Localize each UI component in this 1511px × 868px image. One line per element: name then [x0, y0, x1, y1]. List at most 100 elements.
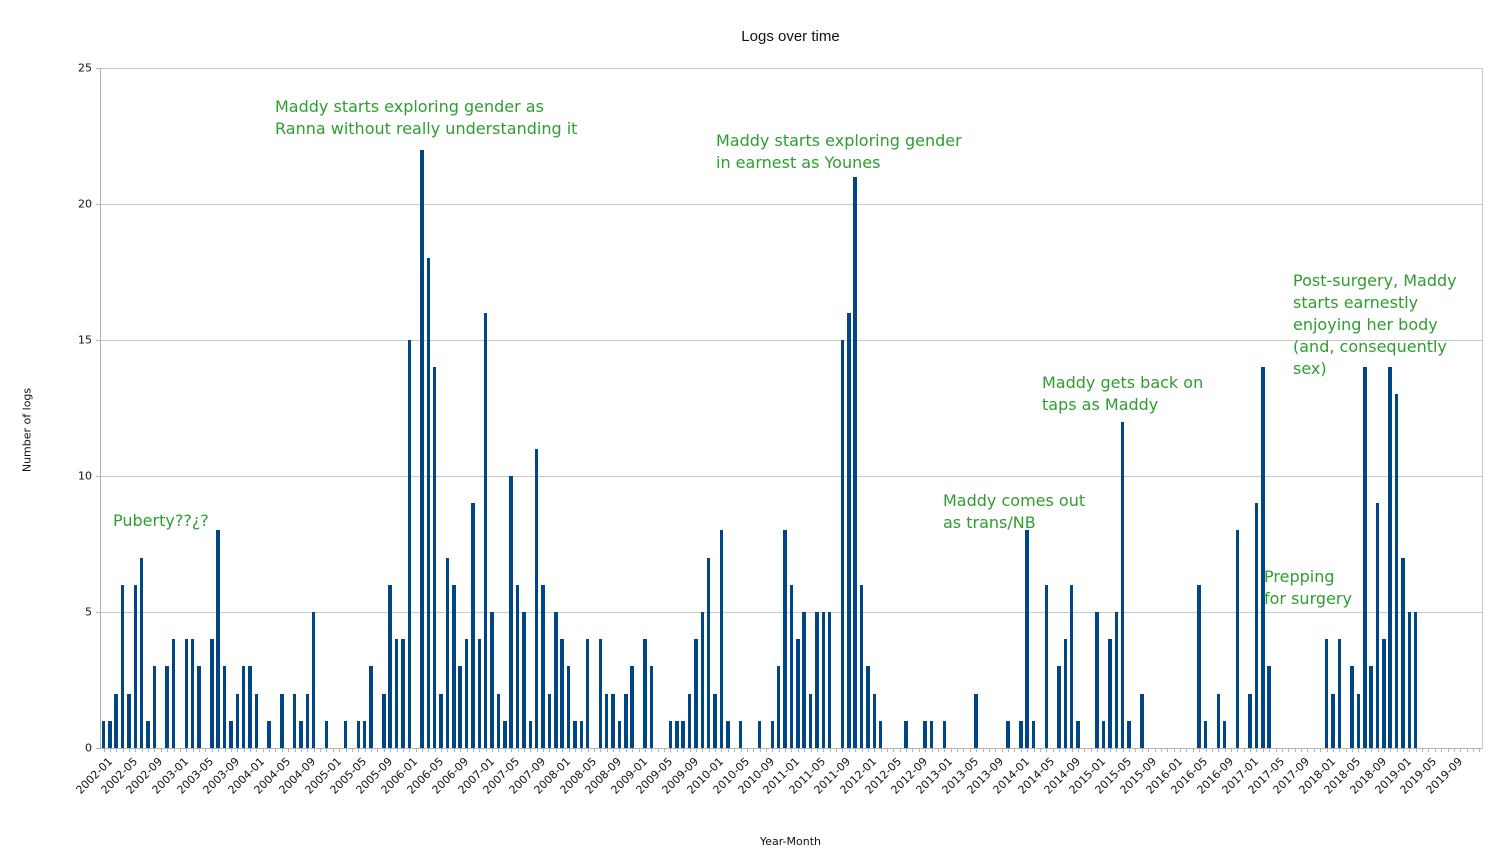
bar-2016-08 [1216, 693, 1220, 748]
x-tick-mark [358, 748, 360, 752]
x-tick-mark [1473, 748, 1475, 752]
x-tick-mark [288, 748, 290, 752]
x-tick-mark [364, 748, 366, 752]
x-tick-mark [1090, 748, 1092, 752]
x-tick-mark [135, 748, 137, 752]
x-tick-mark [1422, 748, 1424, 752]
x-tick-mark [1109, 748, 1111, 752]
x-tick-mark [485, 748, 487, 752]
x-tick-mark [1097, 748, 1099, 752]
x-tick-mark [536, 748, 538, 752]
bar-2009-02 [643, 639, 647, 748]
bar-2015-02 [1101, 720, 1106, 748]
bar-2019-02 [1407, 612, 1412, 748]
bar-2007-05 [509, 476, 513, 748]
y-axis-title: Number of logs [20, 387, 34, 473]
x-tick-mark [447, 748, 449, 752]
x-tick-mark [1046, 748, 1048, 752]
x-tick-mark [211, 748, 213, 752]
bar-2015-08 [1140, 693, 1144, 748]
x-tick-mark [918, 748, 920, 752]
x-tick-mark [644, 748, 646, 752]
x-tick-mark [1205, 748, 1207, 752]
bar-2007-01 [483, 312, 488, 748]
x-tick-mark [1160, 748, 1162, 752]
x-tick-mark [931, 748, 933, 752]
x-tick-mark [122, 748, 124, 752]
x-tick-mark [664, 748, 666, 752]
bar-2007-02 [490, 612, 494, 748]
x-tick-mark [148, 748, 150, 752]
x-tick-mark [1447, 748, 1449, 752]
y-tick-mark [96, 203, 100, 205]
x-tick-mark [1358, 748, 1360, 752]
bar-2007-03 [496, 693, 501, 748]
x-tick-mark [383, 748, 385, 752]
bar-2011-09 [840, 340, 845, 748]
bar-2005-10 [388, 584, 392, 748]
bar-2002-05 [127, 693, 131, 748]
x-tick-mark [128, 748, 130, 752]
bar-2016-05 [1197, 584, 1201, 748]
x-tick-mark [530, 748, 532, 752]
bar-2012-01 [866, 666, 870, 748]
x-tick-mark [1415, 748, 1417, 752]
x-tick-mark [262, 748, 264, 752]
x-tick-mark [746, 748, 748, 752]
y-gridline-10 [101, 475, 1482, 477]
bar-2008-07 [598, 639, 603, 748]
x-tick-mark [638, 748, 640, 752]
x-tick-mark [1460, 748, 1462, 752]
bar-2002-06 [133, 584, 138, 748]
x-tick-mark [1071, 748, 1073, 752]
bar-2019-03 [1413, 612, 1418, 748]
x-tick-mark [517, 748, 519, 752]
x-tick-mark [243, 748, 245, 752]
bar-2009-03 [649, 666, 654, 748]
x-tick-mark [256, 748, 258, 752]
x-tick-mark [1078, 748, 1080, 752]
x-tick-mark [906, 748, 908, 752]
bar-2017-04 [1267, 666, 1271, 748]
bar-2016-06 [1203, 720, 1208, 748]
x-tick-mark [1237, 748, 1239, 752]
x-tick-mark [275, 748, 277, 752]
x-tick-mark [1434, 748, 1436, 752]
bar-2007-04 [503, 720, 507, 748]
x-tick-mark [339, 748, 341, 752]
bar-2009-07 [675, 720, 679, 748]
x-tick-mark [511, 748, 513, 752]
bar-2009-09 [687, 693, 692, 748]
x-tick-mark [218, 748, 220, 752]
x-tick-mark [867, 748, 869, 752]
bar-2018-11 [1388, 367, 1392, 748]
x-tick-mark [1383, 748, 1385, 752]
bar-2014-02 [1025, 530, 1029, 748]
x-tick-mark [1364, 748, 1366, 752]
bar-2005-03 [343, 720, 348, 748]
x-tick-mark [1218, 748, 1220, 752]
bar-2004-08 [299, 720, 303, 748]
bar-2008-08 [604, 693, 609, 748]
bar-2005-06 [362, 720, 367, 748]
x-tick-mark [472, 748, 474, 752]
x-tick-mark [562, 748, 564, 752]
bar-2002-03 [114, 693, 118, 748]
bar-2014-09 [1069, 584, 1074, 748]
bar-2011-05 [815, 612, 819, 748]
x-tick-mark [428, 748, 430, 752]
bar-2005-12 [401, 639, 405, 748]
x-tick-mark [1027, 748, 1029, 752]
bar-2007-06 [515, 584, 520, 748]
x-tick-mark [1409, 748, 1411, 752]
bar-2002-07 [139, 557, 144, 748]
bar-2015-01 [1095, 612, 1099, 748]
x-tick-mark [899, 748, 901, 752]
x-tick-mark [1307, 748, 1309, 752]
x-tick-mark [797, 748, 799, 752]
bar-2010-01 [713, 693, 717, 748]
x-tick-mark [1014, 748, 1016, 752]
bar-2002-11 [165, 666, 169, 748]
bar-2018-07 [1363, 367, 1367, 748]
x-tick-mark [269, 748, 271, 752]
